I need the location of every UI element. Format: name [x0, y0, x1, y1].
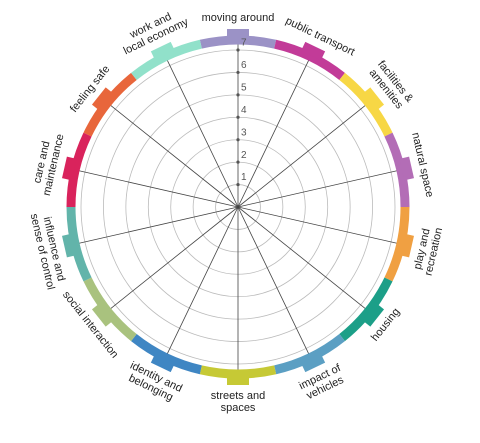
ring-segment [274, 334, 345, 375]
ring-tab [300, 41, 326, 61]
ring-segment [384, 132, 410, 208]
spoke [78, 170, 239, 208]
category-label-line: spaces [221, 402, 256, 414]
ring-segment [339, 277, 393, 342]
ring-tab [399, 156, 414, 181]
ring-segment [66, 132, 92, 208]
ring-segment [199, 365, 277, 379]
category-label-line: natural space [409, 131, 435, 198]
r-tick-label: 1 [241, 172, 247, 183]
ring-tab [150, 41, 176, 61]
tick-dot [236, 138, 240, 142]
ring-tab [62, 156, 77, 181]
spoke [237, 105, 366, 208]
r-tick-label: 4 [241, 105, 247, 116]
ring-segment [131, 39, 202, 80]
spoke [237, 206, 310, 355]
ring-segment [83, 72, 137, 137]
category-label-line: moving around [202, 12, 275, 24]
r-tick-label: 5 [241, 82, 247, 93]
tick-dot [236, 93, 240, 97]
spoke [110, 105, 239, 208]
ring-tab [362, 87, 385, 111]
ring-tab [227, 375, 249, 385]
category-label-line: streets and [211, 390, 265, 402]
ring-tab [91, 87, 114, 111]
tick-dot [236, 182, 240, 187]
ring-tab [91, 303, 114, 327]
spoke [237, 170, 398, 208]
tick-dot [236, 70, 240, 75]
ring-segment [83, 277, 137, 342]
ring-tab [399, 233, 414, 258]
ring-tab [150, 353, 176, 373]
ring-segment [66, 206, 92, 282]
spoke [166, 59, 239, 208]
tick-dot [236, 48, 240, 52]
spoke [237, 59, 310, 208]
tick-dot [236, 115, 240, 119]
spoke [237, 206, 398, 244]
ring-segment [384, 206, 410, 282]
ring-segment [339, 72, 393, 137]
r-tick-label: 7 [241, 38, 247, 49]
spoke [78, 206, 239, 244]
spoke [237, 206, 366, 309]
spoke [110, 206, 239, 309]
r-tick-label: 6 [241, 60, 247, 71]
category-label: natural space [409, 131, 435, 198]
category-label: moving around [202, 12, 275, 24]
r-tick-label: 2 [241, 150, 247, 161]
tick-dot [236, 160, 240, 164]
ring-tab [227, 29, 249, 39]
ring-segment [199, 35, 277, 49]
spoke [166, 206, 239, 355]
ring-segment [131, 334, 202, 375]
ring-segment [274, 39, 345, 80]
ring-tab [62, 233, 77, 258]
r-tick-label: 3 [241, 127, 247, 138]
ring-tab [362, 303, 385, 327]
ring-tab [300, 353, 326, 373]
